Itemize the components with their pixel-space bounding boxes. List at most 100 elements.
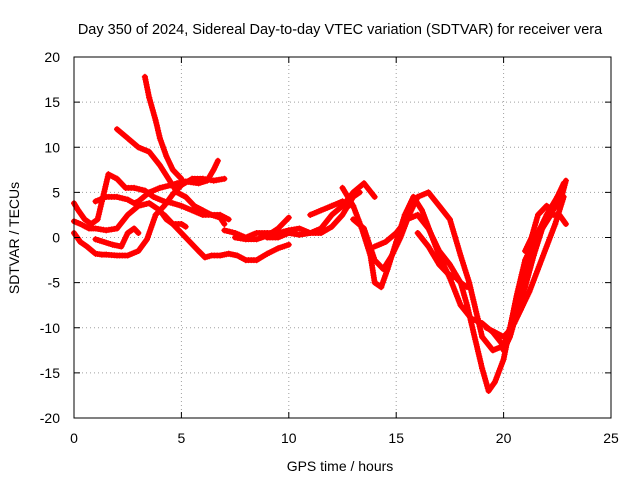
data-point	[83, 243, 90, 250]
data-point	[174, 180, 181, 187]
data-point	[124, 230, 131, 236]
data-point	[371, 257, 378, 264]
data-point	[436, 248, 443, 254]
data-point	[253, 230, 260, 236]
data-point	[547, 211, 554, 218]
data-point	[191, 202, 198, 209]
data-point	[105, 171, 112, 178]
data-point	[156, 135, 163, 142]
data-point	[446, 216, 453, 223]
data-point	[393, 230, 400, 236]
data-point	[350, 202, 357, 209]
data-point	[414, 230, 421, 236]
data-point	[492, 329, 498, 336]
data-point	[232, 234, 239, 241]
data-point	[124, 211, 131, 218]
data-point	[464, 284, 471, 291]
data-point	[156, 184, 163, 191]
data-point	[182, 178, 189, 185]
data-point	[350, 216, 357, 223]
data-point	[522, 257, 529, 264]
data-point	[146, 200, 153, 207]
data-point	[150, 193, 157, 200]
data-point	[204, 177, 211, 184]
data-point	[161, 198, 168, 205]
series-arc-12	[307, 198, 352, 218]
data-point	[388, 252, 395, 259]
data-point	[264, 250, 271, 257]
data-point	[114, 252, 120, 259]
x-tick-label: 25	[603, 430, 619, 446]
data-point	[242, 236, 249, 243]
data-point	[122, 184, 129, 191]
data-point	[174, 189, 181, 196]
data-point	[507, 333, 513, 340]
data-point	[221, 175, 228, 182]
data-point	[161, 211, 168, 218]
data-point	[403, 216, 410, 223]
data-point	[371, 243, 378, 250]
data-point	[562, 221, 569, 227]
x-tick-label: 5	[178, 430, 186, 446]
data-point	[328, 211, 335, 218]
data-point	[225, 250, 232, 257]
x-axis-label: GPS time / hours	[287, 458, 394, 474]
data-point	[178, 202, 185, 209]
data-point	[109, 241, 116, 248]
data-point	[217, 252, 224, 259]
data-point	[339, 211, 346, 218]
data-point	[225, 216, 232, 223]
data-point	[195, 180, 202, 187]
data-point	[141, 73, 148, 80]
data-point	[485, 387, 492, 394]
y-tick-label: -20	[40, 410, 60, 426]
data-point	[539, 225, 546, 232]
data-point	[479, 365, 486, 372]
data-point	[163, 153, 170, 160]
data-point	[275, 245, 282, 252]
data-point	[466, 279, 473, 286]
data-point	[141, 187, 148, 194]
data-point	[114, 126, 120, 133]
data-point	[214, 157, 221, 164]
y-tick-label: -5	[48, 275, 61, 291]
data-point	[169, 221, 176, 227]
data-point	[328, 202, 335, 209]
data-point	[118, 243, 125, 250]
data-point	[114, 175, 120, 182]
data-point	[307, 211, 314, 218]
data-point	[492, 378, 498, 385]
data-point	[535, 211, 541, 218]
data-point	[178, 221, 185, 227]
data-point	[425, 189, 432, 196]
data-point	[550, 207, 556, 214]
data-point	[94, 216, 101, 223]
data-point	[103, 251, 110, 258]
data-point	[275, 225, 282, 232]
data-point	[522, 248, 529, 254]
data-point	[285, 230, 292, 236]
data-point	[275, 234, 282, 241]
data-point	[217, 211, 224, 218]
data-point	[285, 214, 292, 221]
data-point	[382, 239, 389, 245]
data-point	[339, 184, 346, 191]
data-point	[339, 198, 346, 205]
data-point	[483, 324, 490, 331]
data-point	[135, 248, 142, 254]
data-point	[234, 252, 241, 259]
data-point	[318, 225, 324, 232]
series-arc-7	[141, 73, 185, 182]
x-tick-label: 0	[70, 430, 78, 446]
data-point	[419, 207, 425, 214]
data-point	[500, 347, 507, 354]
y-axis-label: SDTVAR / TECUs	[6, 182, 22, 294]
data-point	[202, 254, 208, 261]
data-point	[131, 184, 138, 191]
data-point	[187, 239, 193, 245]
data-point	[124, 196, 131, 203]
data-point	[156, 162, 163, 169]
data-point	[457, 279, 464, 286]
data-point	[526, 288, 533, 295]
